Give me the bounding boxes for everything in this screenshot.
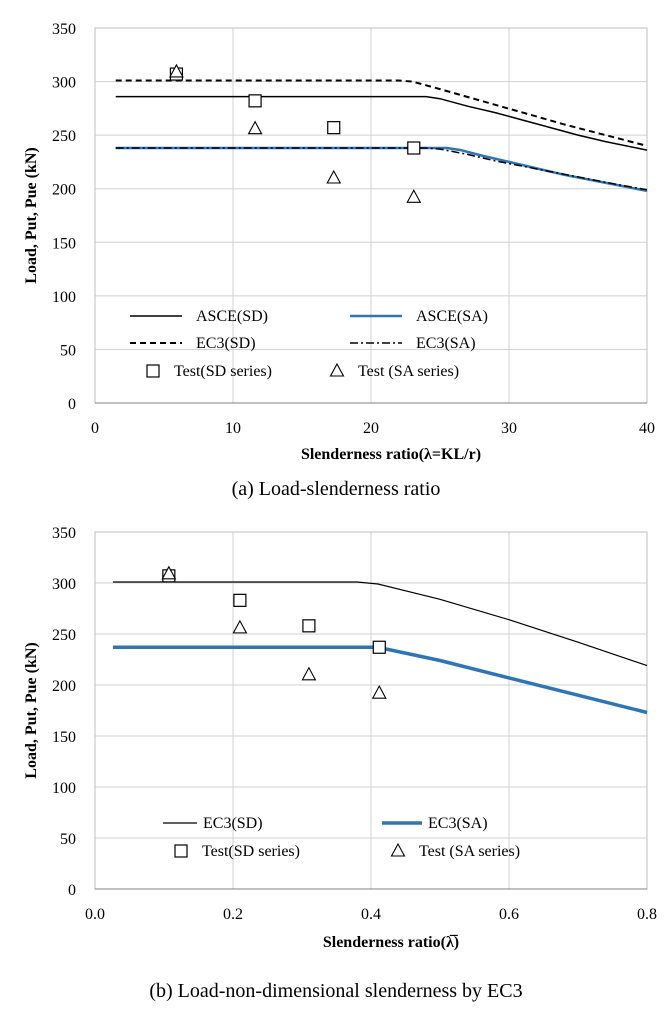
y-axis-label: Load, Put, Pue (kN)	[23, 642, 40, 778]
legend: EC3(SD) EC3(SA) Test(SD series) Test (SA se…	[163, 815, 520, 860]
x-tick-label: 0.2	[223, 906, 243, 923]
legend-marker-square	[146, 364, 160, 378]
y-tick-label: 250	[52, 627, 76, 644]
chart-caption: (a) Load-slenderness ratio	[232, 478, 441, 500]
legend-label: EC3(SA)	[428, 815, 488, 832]
legend-label: Test (SA series)	[419, 843, 520, 860]
series-line	[112, 581, 648, 667]
data-point-square	[248, 94, 262, 108]
y-tick-label: 100	[52, 289, 76, 306]
series-line	[112, 645, 648, 715]
x-tick-label: 0.8	[637, 906, 657, 923]
data-point-triangle	[247, 120, 263, 135]
data-point-square	[372, 640, 386, 654]
series-line	[115, 146, 648, 193]
x-tick-label: 0	[91, 420, 99, 437]
data-point-triangle	[301, 666, 317, 681]
data-point-triangle	[161, 565, 177, 580]
chart-caption: (b) Load-non-dimensional slenderness by …	[149, 980, 522, 1002]
y-tick-label: 100	[52, 780, 76, 797]
legend-label: ASCE(SA)	[416, 308, 488, 325]
y-tick-label: 0	[68, 396, 76, 413]
y-tick-label: 250	[52, 128, 76, 145]
y-tick-label: 200	[52, 678, 76, 695]
y-tick-label: 300	[52, 576, 76, 593]
y-tick-label: 50	[60, 342, 76, 359]
data-point-square	[407, 141, 421, 155]
data-point-square	[327, 121, 341, 135]
series-line	[115, 79, 648, 147]
x-tick-label: 30	[501, 420, 517, 437]
y-tick-label: 150	[52, 729, 76, 746]
legend-label: Test(SD series)	[174, 363, 272, 380]
gridlines	[95, 531, 648, 889]
data-point-square	[233, 593, 247, 607]
series-line	[115, 147, 648, 191]
y-tick-label: 0	[68, 882, 76, 899]
x-tick-label: 10	[225, 420, 241, 437]
legend-label: EC3(SD)	[196, 335, 256, 352]
x-tick-label: 40	[639, 420, 655, 437]
chart-panel-b: 0 50 100 150 200 250 300 350 0.0 0.2 0.4 0.6 0.8 Slen…	[23, 525, 657, 1002]
data-point-triangle	[232, 619, 248, 634]
y-tick-label: 300	[52, 75, 76, 92]
data-point-triangle	[406, 189, 422, 203]
legend-marker-triangle	[390, 842, 406, 857]
x-axis-label: Slenderness ratio(λ̅)	[323, 933, 459, 951]
x-tick-label: 20	[363, 420, 379, 437]
data-point-triangle	[326, 169, 342, 184]
y-tick-label: 200	[52, 182, 76, 199]
legend: ASCE(SD) ASCE(SA) EC3(SD) EC3(SA) Test(SD se…	[130, 308, 488, 380]
legend-label: ASCE(SD)	[196, 308, 268, 325]
legend-marker-triangle	[329, 362, 345, 377]
x-tick-label: 0.0	[85, 906, 105, 923]
legend-label: Test (SA series)	[358, 363, 459, 380]
data-point-square	[302, 619, 316, 633]
x-tick-label: 0.6	[499, 906, 519, 923]
legend-label: Test(SD series)	[202, 843, 300, 860]
legend-label: EC3(SD)	[203, 815, 263, 832]
legend-marker-square	[174, 844, 188, 858]
gridlines	[95, 27, 648, 403]
data-point-triangle	[168, 63, 184, 78]
y-tick-label: 150	[52, 235, 76, 252]
y-tick-label: 350	[52, 525, 76, 542]
x-axis-label: Slenderness ratio(λ=KL/r)	[301, 446, 481, 463]
y-tick-label: 350	[52, 21, 76, 38]
data-point-triangle	[371, 685, 387, 699]
series-line	[115, 95, 648, 151]
legend-label: EC3(SA)	[416, 335, 476, 352]
chart-panel-a: 0 50 100 150 200 250 300 350 0 10 20 30 40 Slendernes…	[23, 21, 655, 500]
y-axis-label: Load, Put, Pue (kN)	[23, 147, 40, 283]
x-tick-label: 0.4	[361, 906, 381, 923]
y-tick-label: 50	[60, 831, 76, 848]
